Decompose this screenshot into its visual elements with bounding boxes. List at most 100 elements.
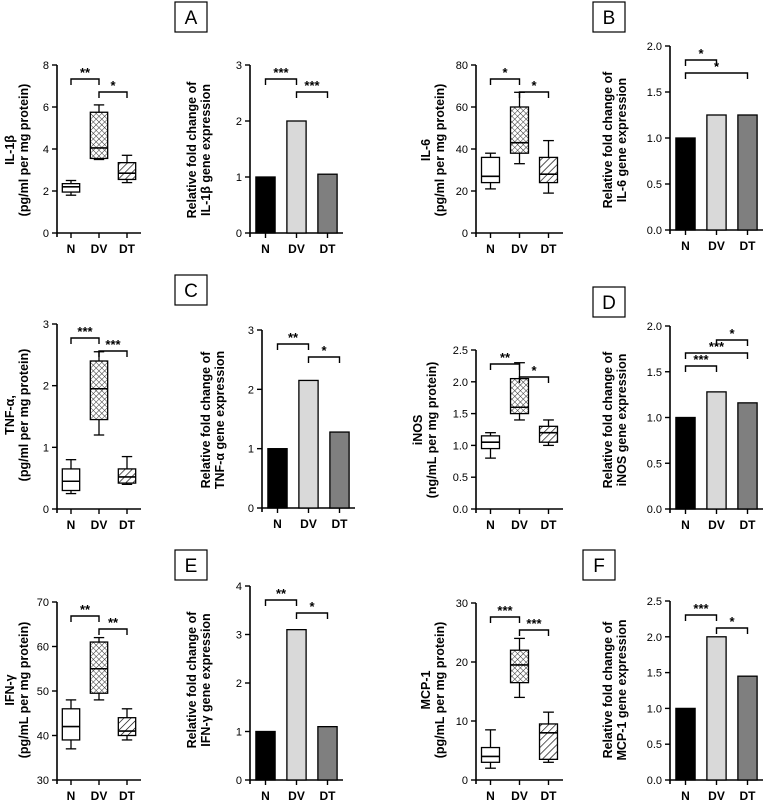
significance-label: *	[729, 614, 735, 629]
box-n	[61, 459, 81, 495]
y-tick-label: 1.0	[647, 703, 662, 715]
panel-label-box-c	[174, 274, 208, 306]
y-tick-label: 20	[456, 657, 468, 669]
y-tick-label: 1.0	[647, 133, 662, 145]
x-tick-label-n: N	[261, 789, 270, 803]
chart-11: 0 10 20 30 N DV DT MCP-1(pg/mL per mg protein) *…	[419, 598, 563, 803]
x-tick-label-n: N	[681, 518, 690, 532]
y-axis-title-line: IFN-γ	[3, 674, 17, 705]
significance-bracket: **	[276, 330, 310, 350]
panel-label-box-f	[582, 549, 616, 581]
y-tick-label: 0	[236, 228, 242, 240]
significance-label: **	[108, 615, 119, 630]
significance-label: **	[500, 350, 511, 365]
bracket-line	[489, 363, 521, 370]
significance-label: *	[321, 343, 327, 358]
y-axis-title-line: IFN-γ gene expression	[199, 613, 213, 746]
box-iqr	[61, 708, 81, 741]
y-tick-label: 1	[248, 444, 254, 456]
y-tick-label: 30	[456, 598, 468, 610]
y-tick-label: 4	[43, 144, 49, 156]
significance-bracket: ***	[684, 339, 749, 359]
x-tick-label-dt: DT	[541, 518, 558, 532]
bracket-line	[715, 627, 749, 634]
significance-label: **	[80, 602, 91, 617]
y-tick-label: 30	[37, 775, 49, 787]
box-iqr	[117, 717, 137, 737]
bar-dv	[706, 114, 727, 231]
significance-label: **	[80, 65, 91, 80]
panel-label-box-d	[592, 286, 626, 318]
panel-label-d: D	[602, 293, 616, 314]
y-tick-label: 0	[43, 228, 49, 240]
significance-label: *	[531, 363, 537, 378]
y-tick-label: 0.5	[453, 472, 468, 484]
x-tick-label-dt: DT	[320, 789, 337, 803]
chart-4: 0.0 0.5 1.0 1.5 2.0 N DV DT Relative fold change…	[601, 41, 763, 253]
x-tick-label-dt: DT	[119, 242, 136, 256]
significance-bracket: ***	[295, 78, 329, 98]
y-tick-label: 60	[456, 102, 468, 114]
y-tick-label: 70	[37, 597, 49, 609]
significance-label: ***	[693, 352, 709, 367]
y-tick-label: 2	[43, 381, 49, 393]
y-tick-label: 3	[236, 630, 242, 642]
box-dt	[117, 154, 137, 184]
y-axis-title: MCP-1(pg/mL per mg protein)	[419, 622, 447, 759]
bar-dv	[286, 120, 307, 234]
x-tick-label-n: N	[486, 518, 495, 532]
bracket-line	[70, 337, 100, 344]
significance-bracket: **	[98, 615, 128, 635]
y-tick-label: 2	[236, 678, 242, 690]
significance-label: ***	[105, 337, 121, 352]
significance-bracket: *	[518, 363, 550, 383]
bracket-line	[518, 376, 550, 383]
y-axis-title-line: iNOS gene expression	[615, 354, 629, 487]
bar-n	[255, 176, 276, 234]
y-axis-title-line: IL-6	[419, 139, 433, 161]
y-tick-label: 50	[37, 686, 49, 698]
y-tick-label: 0	[236, 775, 242, 787]
y-axis-title-line: MCP-1	[419, 671, 433, 710]
x-tick-label-dv: DV	[511, 242, 528, 256]
box-dv	[509, 362, 530, 421]
x-tick-label-n: N	[486, 789, 495, 803]
y-axis-title: Relative fold change ofIL-1β gene expres…	[185, 81, 213, 219]
y-tick-label: 0	[43, 504, 49, 516]
bracket-line	[295, 612, 329, 619]
box-dt	[538, 139, 559, 194]
x-tick-label-dv: DV	[708, 789, 725, 803]
y-axis-title: Relative fold change ofIL-6 gene express…	[601, 71, 629, 209]
y-tick-label: 0.5	[647, 458, 662, 470]
significance-label: *	[698, 46, 704, 61]
y-axis-title-line: Relative fold change of	[199, 351, 213, 489]
significance-bracket: *	[684, 46, 718, 66]
y-tick-label: 0	[462, 775, 468, 787]
y-tick-label: 0.0	[647, 504, 662, 516]
y-tick-label: 40	[37, 731, 49, 743]
y-tick-label: 20	[456, 186, 468, 198]
x-tick-label-dv: DV	[288, 789, 305, 803]
chart-5: 0 1 2 3 N DV DT TNF-α,(pg/ml per mg protein) ***…	[3, 319, 141, 532]
y-axis-title-line: (ng/mL per mg protein)	[425, 362, 439, 499]
box-iqr	[117, 468, 137, 484]
x-tick-label-dt: DT	[541, 242, 558, 256]
bracket-line	[684, 59, 718, 66]
box-n	[61, 699, 81, 750]
significance-bracket: ***	[98, 337, 128, 357]
x-tick-label-dt: DT	[119, 789, 136, 803]
significance-bracket: ***	[70, 324, 100, 344]
y-axis-title-line: (pg/ml per mg protein)	[17, 84, 31, 217]
box-dv	[509, 91, 530, 165]
significance-label: ***	[693, 601, 709, 616]
y-tick-label: 2.0	[453, 377, 468, 389]
significance-label: ***	[304, 78, 320, 93]
x-tick-label-dt: DT	[541, 789, 558, 803]
chart-7: 0.0 0.5 1.0 1.5 2.0 2.5 N DV DT iNOS(ng/mL per mg…	[411, 345, 563, 532]
box-iqr	[480, 156, 501, 184]
chart-2: 0 1 2 3 N DV DT Relative fold change ofIL-1β ge…	[185, 60, 343, 256]
box-dv	[89, 351, 109, 436]
significance-label: **	[288, 330, 299, 345]
y-axis-title-line: Relative fold change of	[185, 611, 199, 749]
y-axis-title-line: TNF-α,	[3, 395, 17, 435]
